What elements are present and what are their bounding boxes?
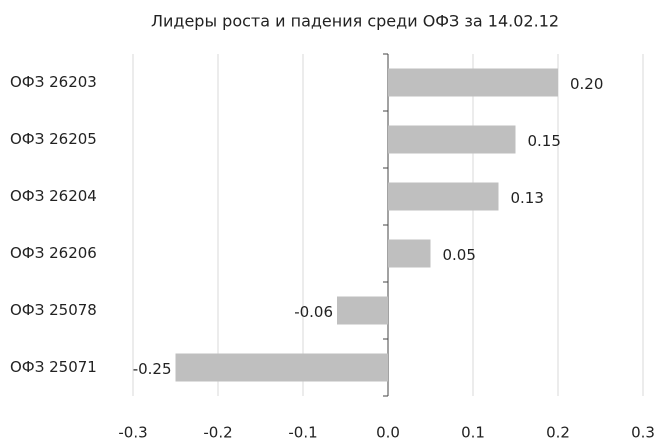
x-tick-label: 0.3 bbox=[631, 424, 655, 442]
y-tick-label: ОФЗ 26206 bbox=[10, 244, 97, 262]
y-tick-label: ОФЗ 25078 bbox=[10, 301, 97, 319]
y-tick-label: ОФЗ 26203 bbox=[10, 73, 97, 91]
data-label: 0.20 bbox=[570, 75, 603, 93]
chart-title: Лидеры роста и падения среди ОФЗ за 14.0… bbox=[151, 12, 559, 31]
bar bbox=[388, 125, 516, 154]
y-tick-label: ОФЗ 25071 bbox=[10, 358, 97, 376]
x-tick-label: -0.1 bbox=[288, 424, 317, 442]
bar bbox=[388, 239, 431, 268]
bar bbox=[388, 68, 558, 97]
bar bbox=[337, 296, 388, 325]
bar bbox=[175, 353, 388, 382]
data-label: -0.25 bbox=[133, 360, 172, 378]
y-tick-label: ОФЗ 26204 bbox=[10, 187, 97, 205]
bar bbox=[388, 182, 499, 211]
y-tick-label: ОФЗ 26205 bbox=[10, 130, 97, 148]
data-label: 0.15 bbox=[528, 132, 561, 150]
x-tick-label: 0.1 bbox=[461, 424, 485, 442]
x-tick-label: 0.0 bbox=[376, 424, 400, 442]
x-tick-label: -0.2 bbox=[203, 424, 232, 442]
data-label: -0.06 bbox=[294, 303, 333, 321]
x-tick-label: 0.2 bbox=[546, 424, 570, 442]
data-label: 0.05 bbox=[443, 246, 476, 264]
x-tick-label: -0.3 bbox=[118, 424, 147, 442]
data-label: 0.13 bbox=[511, 189, 544, 207]
